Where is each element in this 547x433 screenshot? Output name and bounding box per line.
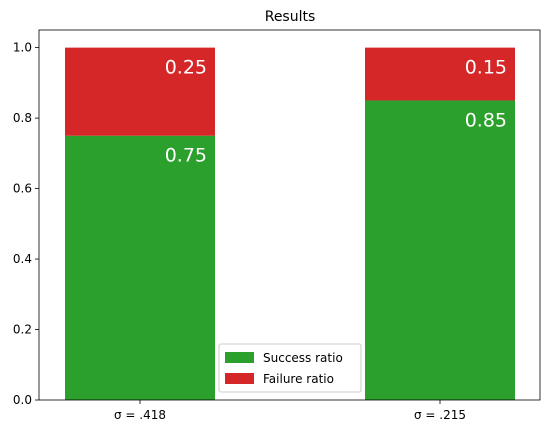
- y-tick-label: 0.0: [13, 393, 32, 407]
- legend-swatch-success: [225, 352, 254, 363]
- plot-area: 0.75 0.25 σ = .418 0.85 0.15 σ = .215 0.0 0.2 0.…: [13, 29, 541, 422]
- y-tick-label: 1.0: [13, 41, 32, 55]
- legend-swatch-failure: [225, 373, 254, 384]
- y-tick-label: 0.8: [13, 111, 32, 125]
- bar-success-2: [365, 100, 515, 400]
- chart-title: Results: [265, 9, 316, 25]
- bar-value-label: 0.25: [165, 57, 207, 79]
- bar-failure-1: [65, 47, 215, 136]
- legend-label-success: Success ratio: [263, 351, 343, 365]
- x-tick-label: σ = .418: [114, 408, 166, 422]
- bar-value-label: 0.85: [465, 109, 507, 131]
- y-tick-label: 0.2: [13, 323, 32, 337]
- legend: Success ratio Failure ratio: [218, 343, 362, 393]
- y-tick-label: 0.4: [13, 252, 32, 266]
- bar-failure-2: [365, 47, 515, 101]
- legend-box: [218, 343, 362, 393]
- bar-value-label: 0.15: [465, 57, 507, 79]
- legend-label-failure: Failure ratio: [263, 372, 334, 386]
- bar-value-label: 0.75: [165, 145, 207, 167]
- x-tick-label: σ = .215: [414, 408, 466, 422]
- bar-success-1: [65, 135, 215, 400]
- y-tick-label: 0.6: [13, 182, 32, 196]
- axes-frame: [38, 29, 541, 401]
